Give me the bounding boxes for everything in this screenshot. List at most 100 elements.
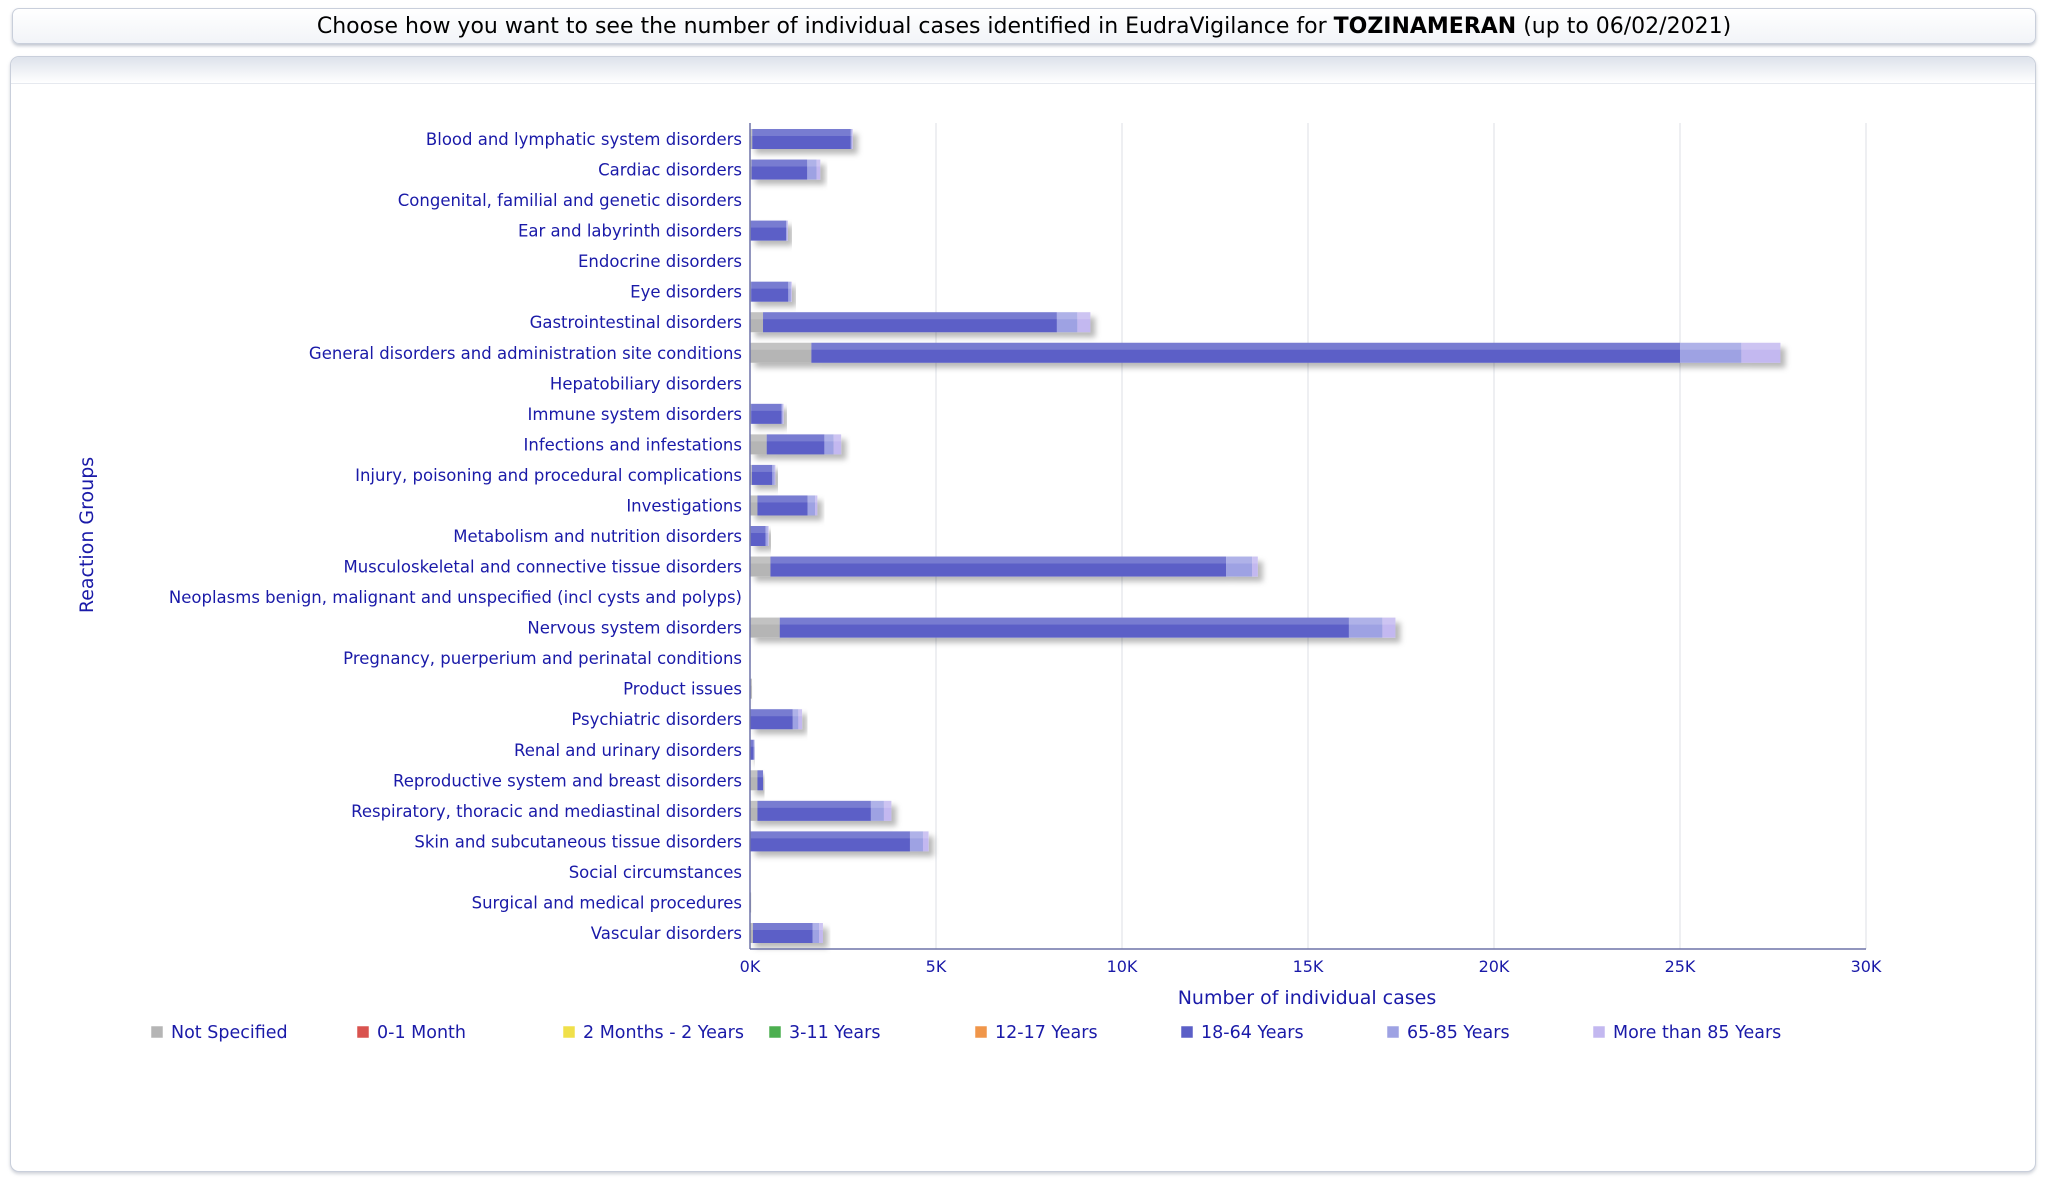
bar-segment[interactable] — [750, 923, 753, 943]
bar-segment[interactable] — [819, 923, 823, 943]
legend-item[interactable]: 0-1 Month — [356, 1023, 466, 1043]
bar-stack[interactable] — [750, 434, 842, 455]
category-label: Cardiac disorders — [598, 161, 742, 180]
bar-highlight — [750, 556, 771, 564]
bar-highlight — [781, 403, 783, 411]
bar-segment[interactable] — [824, 434, 834, 455]
bar-segment[interactable] — [765, 526, 768, 546]
legend-item[interactable]: 18-64 Years — [1180, 1023, 1304, 1043]
bar-segment[interactable] — [750, 800, 758, 821]
bar-stack[interactable] — [750, 770, 764, 791]
legend-item[interactable]: More than 85 Years — [1592, 1023, 1781, 1043]
bar-highlight — [750, 739, 754, 747]
bar-segment[interactable] — [833, 434, 842, 455]
legend-item[interactable]: Not Specified — [150, 1023, 288, 1043]
category-label: Injury, poisoning and procedural complic… — [355, 466, 742, 485]
bar-segment[interactable] — [750, 495, 758, 516]
category-label: General disorders and administration sit… — [309, 344, 742, 363]
bar-stack[interactable] — [750, 281, 792, 302]
bar-segment[interactable] — [782, 403, 784, 424]
bar-highlight — [1056, 312, 1078, 320]
bar-highlight — [851, 129, 853, 136]
legend-item[interactable]: 65-85 Years — [1386, 1023, 1510, 1043]
bar-segment[interactable] — [812, 923, 820, 943]
bar-segment[interactable] — [786, 220, 788, 241]
bar-stack[interactable] — [750, 739, 755, 760]
bar-stack[interactable] — [750, 220, 788, 241]
legend-item[interactable]: 3-11 Years — [768, 1023, 880, 1043]
bar-segment[interactable] — [798, 709, 803, 730]
bar-chart: Blood and lymphatic system disorders Card… — [76, 123, 1882, 1043]
bar-stack[interactable] — [750, 923, 823, 943]
bar-highlight — [757, 495, 808, 503]
bar-stack[interactable] — [750, 495, 818, 516]
bar-highlight — [807, 495, 816, 503]
bar-highlight — [770, 556, 1227, 564]
bar-highlight — [815, 495, 818, 503]
bar-segment[interactable] — [750, 678, 752, 699]
bar-highlight — [750, 800, 758, 808]
bar-segment[interactable] — [750, 129, 753, 149]
bar-segment[interactable] — [750, 464, 752, 485]
legend-swatch — [150, 1025, 164, 1039]
bar-stack[interactable] — [750, 526, 769, 546]
bar-segment[interactable] — [767, 526, 769, 546]
bar-highlight — [752, 129, 851, 136]
bar-stack[interactable] — [750, 464, 776, 485]
bar-highlight — [1741, 342, 1781, 350]
bar-segment[interactable] — [788, 281, 791, 302]
bar-segment[interactable] — [753, 739, 755, 760]
bar-stack[interactable] — [750, 800, 892, 821]
legend-label: 65-85 Years — [1407, 1023, 1510, 1043]
bar-highlight — [788, 281, 791, 289]
bar-segment[interactable] — [850, 129, 852, 149]
bar-segment[interactable] — [757, 770, 764, 791]
bar-highlight — [816, 159, 821, 167]
bar-segment[interactable] — [750, 739, 754, 760]
bar-segment[interactable] — [807, 159, 817, 180]
bar-stack[interactable] — [750, 678, 752, 699]
bar-segment[interactable] — [815, 495, 818, 516]
bar-stack[interactable] — [750, 617, 1396, 638]
bar-stack[interactable] — [750, 312, 1091, 333]
category-label: Renal and urinary disorders — [514, 741, 742, 760]
bar-segment[interactable] — [851, 129, 853, 149]
bar-segment[interactable] — [1252, 556, 1258, 577]
bar-stack[interactable] — [750, 831, 929, 852]
bar-highlight — [790, 281, 792, 289]
legend-item[interactable]: 12-17 Years — [974, 1023, 1098, 1043]
bar-segment[interactable] — [790, 281, 792, 302]
bar-highlight — [772, 464, 775, 472]
bar-stack[interactable] — [750, 159, 821, 180]
bar-stack[interactable] — [750, 129, 853, 149]
bar-segment[interactable] — [792, 709, 799, 730]
bar-stack[interactable] — [750, 403, 784, 424]
bar-segment[interactable] — [787, 220, 788, 241]
category-label: Musculoskeletal and connective tissue di… — [343, 558, 742, 577]
legend-swatch — [974, 1025, 988, 1039]
legend-label: 12-17 Years — [995, 1023, 1098, 1043]
bar-highlight — [750, 220, 787, 228]
bar-segment[interactable] — [807, 495, 816, 516]
bar-highlight — [753, 739, 755, 747]
tick-labels: 0K 5K 10K 15K 20K 25K 30K — [740, 957, 1882, 976]
category-label: Metabolism and nutrition disorders — [453, 527, 742, 546]
bar-highlight — [750, 709, 793, 717]
bar-segment[interactable] — [772, 464, 775, 485]
bar-highlight — [909, 831, 923, 839]
bar-highlight — [767, 526, 769, 533]
legend-item[interactable]: 2 Months - 2 Years — [562, 1023, 744, 1043]
bar-segment[interactable] — [922, 831, 929, 852]
category-label: Psychiatric disorders — [571, 710, 742, 729]
bar-segment[interactable] — [750, 770, 758, 791]
bar-segment[interactable] — [816, 159, 821, 180]
category-label: Hepatobiliary disorders — [550, 374, 742, 393]
bar-segment[interactable] — [883, 800, 892, 821]
bar-stack[interactable] — [750, 556, 1258, 577]
bar-segment[interactable] — [781, 403, 783, 424]
bar-stack[interactable] — [750, 709, 803, 730]
bar-stack[interactable] — [750, 342, 1781, 363]
bar-segment[interactable] — [774, 464, 776, 485]
category-label: Social circumstances — [569, 863, 742, 882]
bar-highlight — [750, 617, 780, 625]
